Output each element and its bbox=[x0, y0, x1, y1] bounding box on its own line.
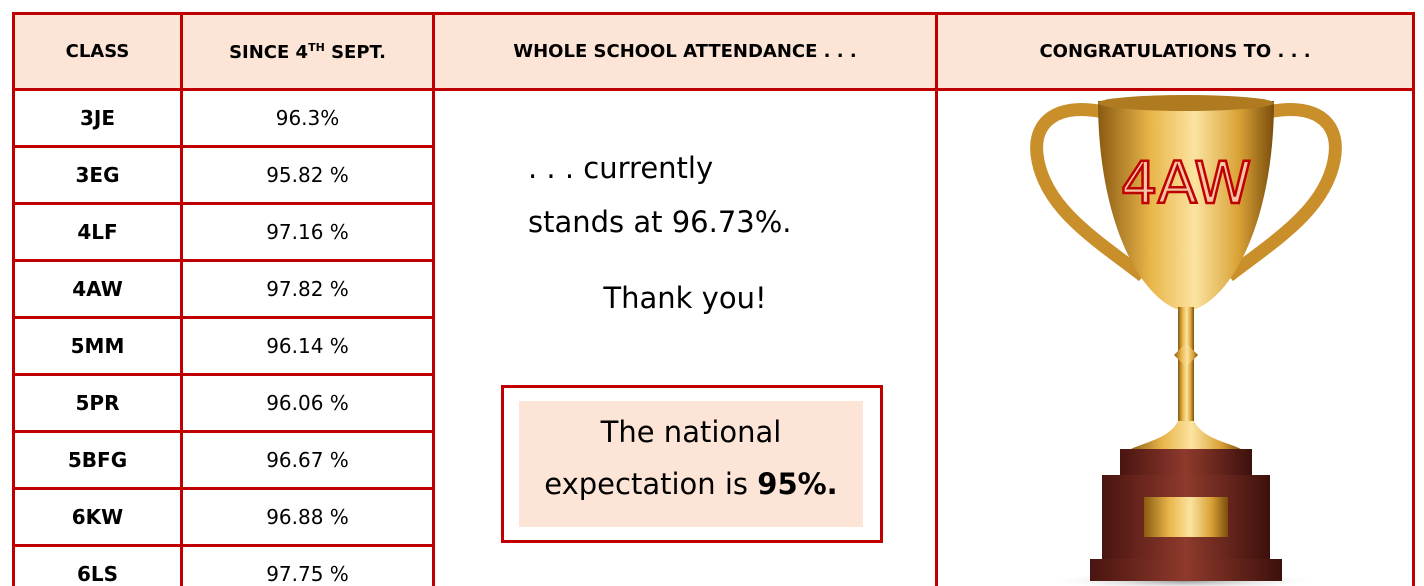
percent-cell: 97.75 % bbox=[182, 546, 434, 586]
header-cell: SINCE 4TH SEPT. bbox=[182, 14, 434, 90]
header-text: SINCE 4 bbox=[229, 42, 308, 63]
class-cell: 3JE bbox=[14, 90, 182, 147]
header-cell: CONGRATULATIONS TO . . . bbox=[937, 14, 1414, 90]
header-cell: WHOLE SCHOOL ATTENDANCE . . . bbox=[434, 14, 937, 90]
class-cell: 5MM bbox=[14, 318, 182, 375]
foot bbox=[1128, 421, 1244, 451]
percent-cell: 96.14 % bbox=[182, 318, 434, 375]
text-line: stands at 96.73%. bbox=[528, 205, 792, 239]
national-box: The national expectation is 95%. bbox=[501, 385, 883, 543]
plinth-base bbox=[1090, 559, 1282, 581]
plaque bbox=[1144, 497, 1228, 537]
stem-knot bbox=[1174, 343, 1198, 367]
class-cell: 6KW bbox=[14, 489, 182, 546]
stem bbox=[1178, 307, 1194, 437]
percent-cell: 96.88 % bbox=[182, 489, 434, 546]
page: {"header": {"class": "CLASS", "since": {… bbox=[0, 0, 1424, 586]
winner-label: 4AW bbox=[1121, 149, 1252, 217]
attendance-table: CLASS SINCE 4TH SEPT. WHOLE SCHOOL ATTEN… bbox=[12, 12, 1415, 586]
percent-cell: 96.06 % bbox=[182, 375, 434, 432]
percent-cell: 95.82 % bbox=[182, 147, 434, 204]
percent-cell: 97.82 % bbox=[182, 261, 434, 318]
class-cell: 6LS bbox=[14, 546, 182, 586]
bold-text: 95%. bbox=[757, 467, 837, 501]
trophy-cell: 4AW bbox=[937, 90, 1414, 586]
class-cell: 4LF bbox=[14, 204, 182, 261]
plinth-top bbox=[1120, 449, 1252, 477]
whole-school-content: . . . currently stands at 96.73%. Thank … bbox=[435, 91, 935, 586]
class-cell: 5BFG bbox=[14, 432, 182, 489]
text-line: . . . currently bbox=[528, 151, 713, 185]
superscript: TH bbox=[308, 41, 325, 54]
class-cell: 3EG bbox=[14, 147, 182, 204]
header-row: CLASS SINCE 4TH SEPT. WHOLE SCHOOL ATTEN… bbox=[14, 14, 1414, 90]
attendance-board: CLASS SINCE 4TH SEPT. WHOLE SCHOOL ATTEN… bbox=[0, 0, 1424, 586]
row: 3JE 96.3% . . . currently stands at 96.7… bbox=[14, 90, 1414, 147]
header-text: SEPT. bbox=[325, 42, 386, 63]
text-line: The national bbox=[519, 415, 863, 449]
class-cell: 5PR bbox=[14, 375, 182, 432]
class-cell: 4AW bbox=[14, 261, 182, 318]
text: expectation is bbox=[544, 467, 757, 501]
percent-cell: 97.16 % bbox=[182, 204, 434, 261]
cup-rim bbox=[1098, 95, 1274, 111]
whole-school-cell: . . . currently stands at 96.73%. Thank … bbox=[434, 90, 937, 586]
trophy: 4AW bbox=[938, 91, 1412, 586]
percent-cell: 96.67 % bbox=[182, 432, 434, 489]
body: CLASS SINCE 4TH SEPT. WHOLE SCHOOL ATTEN… bbox=[0, 0, 1424, 586]
thank-you: Thank you! bbox=[435, 281, 935, 315]
text-line: expectation is 95%. bbox=[519, 467, 863, 501]
header-cell: CLASS bbox=[14, 14, 182, 90]
national-inner: The national expectation is 95%. bbox=[519, 401, 863, 527]
percent-cell: 96.3% bbox=[182, 90, 434, 147]
